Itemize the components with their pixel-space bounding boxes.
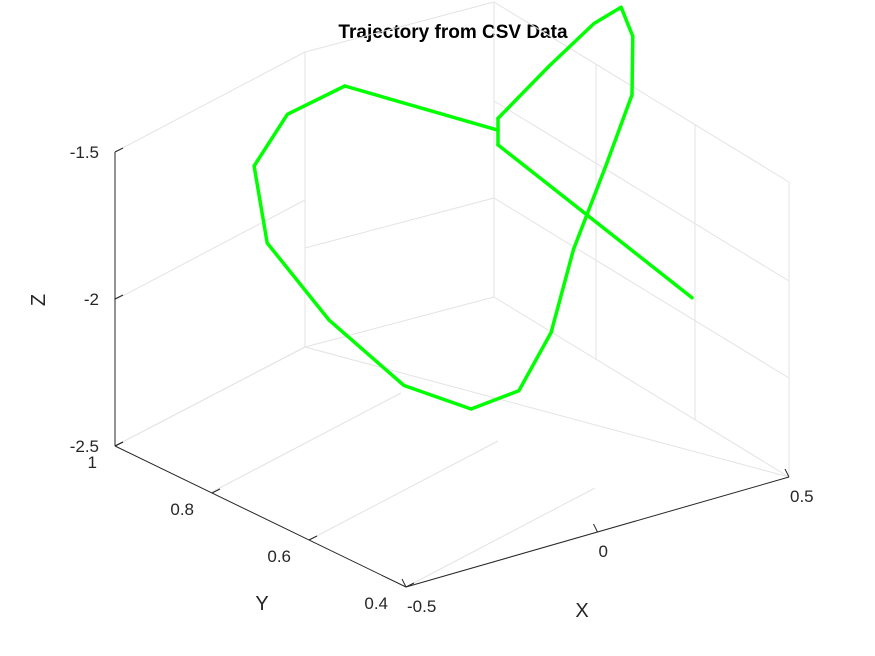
y-tick-label: 1 bbox=[88, 453, 97, 472]
z-tick bbox=[114, 294, 124, 300]
z-tick bbox=[114, 147, 124, 153]
x-tick-label: -0.5 bbox=[407, 597, 436, 616]
y-axis-line bbox=[114, 445, 407, 588]
y-tick-label: 0.8 bbox=[170, 500, 194, 519]
x-tick-label: 0 bbox=[599, 542, 608, 561]
x-tick bbox=[784, 468, 790, 478]
x-tick-label: 0.5 bbox=[790, 487, 814, 506]
z-tick-label: -2 bbox=[84, 290, 99, 309]
y-tick bbox=[405, 582, 415, 588]
z-tick-label: -1.5 bbox=[70, 143, 99, 162]
ticks: -0.5 0 0.5 0.4 0.6 0.8 1-2.5 -2 -1.5 bbox=[70, 143, 814, 616]
trajectory-segment-5 bbox=[343, 84, 500, 132]
y-tick bbox=[211, 488, 221, 494]
z-axis-label: Z bbox=[28, 294, 50, 306]
z-tick-label: -2.5 bbox=[70, 437, 99, 456]
trajectory-segment-1 bbox=[496, 143, 694, 300]
trajectory-series bbox=[252, 5, 694, 411]
grid bbox=[114, 1, 790, 588]
trajectory-segment-3 bbox=[496, 5, 635, 251]
y-tick-label: 0.6 bbox=[267, 547, 291, 566]
z-tick bbox=[114, 441, 124, 447]
y-tick bbox=[308, 535, 318, 541]
x-tick bbox=[593, 523, 598, 533]
chart-title: Trajectory from CSV Data bbox=[338, 22, 568, 43]
axes bbox=[114, 152, 790, 588]
y-axis-label: Y bbox=[255, 593, 268, 615]
trajectory-segment-4 bbox=[252, 84, 576, 411]
x-tick bbox=[401, 578, 407, 588]
y-tick-label: 0.4 bbox=[364, 594, 388, 613]
x-axis-label: X bbox=[575, 600, 588, 622]
